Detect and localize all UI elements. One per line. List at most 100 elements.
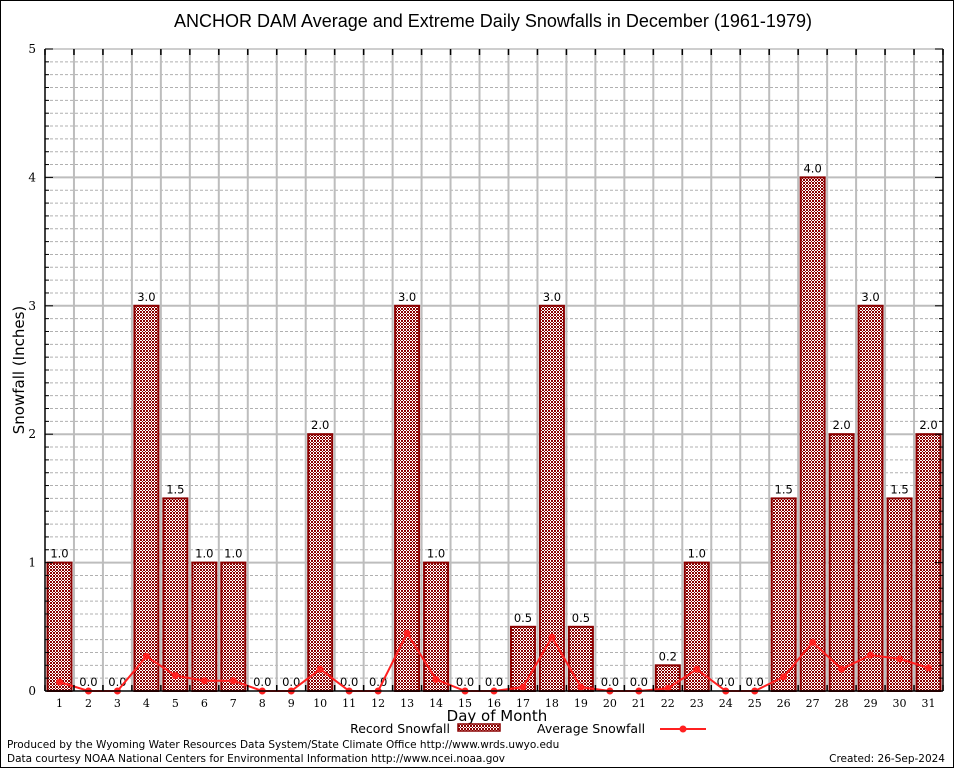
bar-day-29 [857, 304, 884, 692]
bar-label-day-20: 0.0 [601, 675, 619, 689]
x-tick-label: 15 [458, 697, 472, 710]
average-point-day-18 [548, 633, 556, 641]
bar-label-day-29: 3.0 [861, 290, 879, 304]
chart-title: ANCHOR DAM Average and Extreme Daily Sno… [174, 11, 812, 31]
average-point-day-4 [142, 652, 150, 660]
bar-label-day-26: 1.5 [775, 482, 793, 496]
average-point-day-23 [693, 665, 701, 673]
bar-label-day-8: 0.0 [253, 675, 271, 689]
bar-label-day-16: 0.0 [485, 675, 503, 689]
bar-label-day-21: 0.0 [630, 675, 648, 689]
bars: 1.0 0.0 0.0 3.0 1.5 1.0 1.0 0.0 0.0 2.0 0.0 0.0 3.0 1… [46, 161, 942, 693]
bar-label-day-18: 3.0 [543, 290, 561, 304]
y-tick-label: 3 [28, 299, 36, 313]
x-tick-label: 24 [719, 697, 733, 710]
bar-label-day-25: 0.0 [746, 675, 764, 689]
bar-day-26 [770, 497, 797, 692]
bar-label-day-1: 1.0 [50, 547, 68, 561]
bar-label-day-6: 1.0 [195, 547, 213, 561]
x-tick-label: 25 [748, 697, 762, 710]
bar-day-1 [46, 561, 73, 692]
average-point-day-10 [316, 665, 324, 673]
bar-label-day-7: 1.0 [224, 547, 242, 561]
bar-day-6 [191, 561, 218, 692]
x-tick-label: 19 [574, 697, 588, 710]
bar-label-day-31: 2.0 [919, 418, 937, 432]
average-point-day-31 [925, 664, 933, 672]
average-point-day-1 [55, 678, 63, 686]
bar-day-28 [828, 433, 855, 692]
bar-day-14 [423, 561, 450, 692]
bar-day-17 [509, 625, 536, 692]
x-tick-label: 16 [487, 697, 501, 710]
x-tick-label: 21 [632, 697, 646, 710]
x-tick-label: 23 [690, 697, 704, 710]
bar-label-day-28: 2.0 [832, 418, 850, 432]
average-point-day-27 [809, 638, 817, 646]
average-point-day-14 [432, 675, 440, 683]
x-axis-label: Day of Month [447, 707, 548, 725]
average-point-day-29 [867, 651, 875, 659]
bar-label-day-9: 0.0 [282, 675, 300, 689]
legend-average-label: Average Snowfall [537, 721, 645, 736]
y-tick-label: 4 [28, 170, 36, 184]
average-point-day-7 [229, 677, 237, 685]
bar-day-18 [538, 304, 565, 692]
legend-average-marker [679, 725, 687, 733]
bar-label-day-4: 3.0 [137, 290, 155, 304]
footer-data-source: Data courtesy NOAA National Centers for … [7, 753, 505, 765]
average-point-day-22 [664, 684, 672, 692]
x-tick-label: 11 [342, 697, 356, 710]
average-point-day-28 [838, 665, 846, 673]
bar-day-27 [799, 176, 826, 692]
x-tick-label: 9 [288, 697, 295, 710]
x-tick-label: 22 [661, 697, 675, 710]
x-tick-label: 7 [230, 697, 237, 710]
y-tick-label: 2 [28, 427, 36, 441]
bar-label-day-14: 1.0 [427, 547, 445, 561]
x-tick-label: 18 [545, 697, 559, 710]
x-tick-label: 13 [400, 697, 414, 710]
bar-label-day-13: 3.0 [398, 290, 416, 304]
x-tick-label: 31 [922, 697, 936, 710]
x-tick-label: 20 [603, 697, 617, 710]
bar-label-day-11: 0.0 [340, 675, 358, 689]
bar-label-day-10: 2.0 [311, 418, 329, 432]
x-tick-label: 26 [777, 697, 791, 710]
average-point-day-13 [403, 629, 411, 637]
legend-record-label: Record Snowfall [350, 721, 450, 736]
x-tick-label: 6 [201, 697, 208, 710]
x-tick-label: 28 [835, 697, 849, 710]
x-tick-label: 2 [85, 697, 92, 710]
average-point-day-19 [577, 683, 585, 691]
x-tick-label: 29 [864, 697, 878, 710]
bar-label-day-15: 0.0 [456, 675, 474, 689]
x-tick-label: 27 [806, 697, 820, 710]
average-point-day-6 [200, 677, 208, 685]
footer-created-date: Created: 26-Sep-2024 [829, 753, 945, 765]
bar-label-day-23: 1.0 [688, 547, 706, 561]
average-point-day-5 [171, 672, 179, 680]
average-point-day-17 [519, 683, 527, 691]
x-tick-label: 4 [143, 697, 150, 710]
x-tick-label: 8 [259, 697, 266, 710]
average-point-day-30 [896, 655, 904, 663]
bar-label-day-12: 0.0 [369, 675, 387, 689]
footer-producer: Produced by the Wyoming Water Resources … [7, 739, 559, 751]
y-tick-label: 1 [28, 556, 36, 570]
bar-day-5 [162, 497, 189, 692]
x-tick-label: 10 [313, 697, 327, 710]
bar-label-day-27: 4.0 [803, 161, 821, 175]
x-tick-label: 17 [516, 697, 530, 710]
bar-label-day-17: 0.5 [514, 611, 532, 625]
bar-label-day-30: 1.5 [890, 482, 908, 496]
bar-label-day-22: 0.2 [659, 649, 677, 663]
x-tick-label: 12 [371, 697, 385, 710]
grid [45, 49, 943, 691]
average-point-day-26 [780, 673, 788, 681]
bar-day-19 [567, 625, 594, 692]
bar-day-10 [307, 433, 334, 692]
bar-label-day-5: 1.5 [166, 482, 184, 496]
